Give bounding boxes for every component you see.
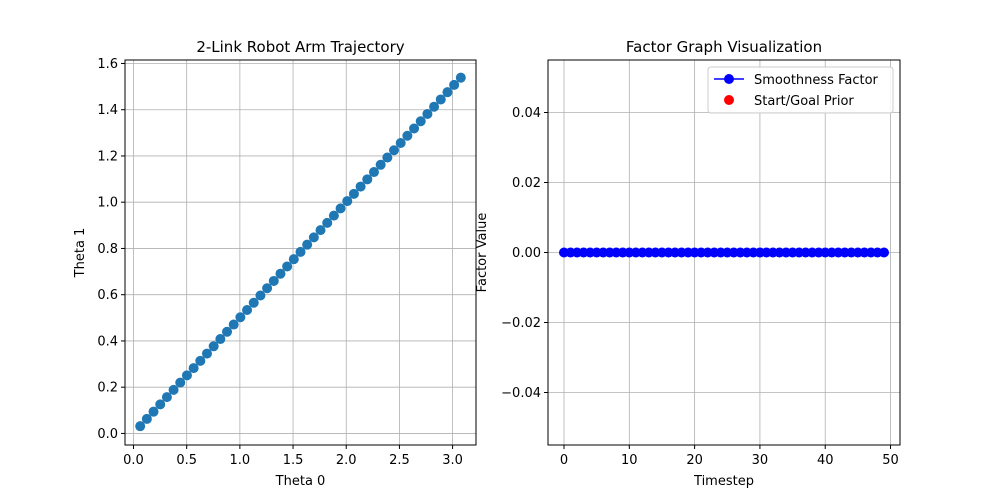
trajectory-point: [228, 319, 239, 330]
trajectory-point: [255, 290, 266, 301]
factor-graph-y-tick-label: 0.00: [512, 246, 541, 261]
trajectory-point: [188, 363, 199, 374]
trajectory-point: [201, 348, 212, 359]
trajectory-point: [235, 312, 246, 323]
factor-graph-series: [559, 247, 889, 258]
trajectory-point: [208, 341, 219, 352]
legend: Smoothness Factor Start/Goal Prior: [707, 66, 894, 114]
trajectory-ticks: 0.0 0.5 1.0 1.5 2.0 2.5 3.0 0.0 0.2 0.4 0.6 0.8 1.0 1…: [97, 57, 463, 468]
trajectory-point: [389, 145, 400, 156]
trajectory-point: [222, 326, 233, 337]
smoothness-factor-point: [879, 247, 889, 258]
trajectory-y-tick-label: 1.6: [97, 57, 118, 72]
trajectory-point: [175, 377, 186, 388]
trajectory-point: [248, 297, 259, 308]
trajectory-point: [429, 101, 440, 112]
trajectory-x-tick-label: 2.0: [336, 453, 357, 468]
trajectory-y-tick-label: 0.4: [97, 334, 118, 349]
trajectory-y-tick-label: 0.6: [97, 288, 118, 303]
trajectory-x-tick-label: 0.5: [176, 453, 197, 468]
legend-box: [707, 66, 894, 114]
trajectory-plot-title: 2-Link Robot Arm Trajectory: [196, 38, 404, 56]
trajectory-point: [362, 174, 373, 185]
factor-graph-ticks: 0 10 20 30 40 50 −0.04 −0.02 0.00 0.02 0.04: [501, 106, 899, 468]
trajectory-point: [268, 275, 279, 286]
trajectory-point: [409, 123, 420, 134]
trajectory-y-tick-label: 1.2: [97, 149, 118, 164]
factor-graph-x-label: Timestep: [693, 474, 754, 489]
trajectory-point: [262, 283, 273, 294]
trajectory-point: [282, 261, 293, 272]
trajectory-x-label: Theta 0: [275, 474, 326, 489]
legend-smoothness-label: Smoothness Factor: [754, 73, 879, 88]
trajectory-point: [135, 421, 146, 432]
trajectory-point: [395, 138, 406, 149]
trajectory-point: [195, 355, 206, 366]
trajectory-point: [308, 232, 319, 243]
legend-prior-label: Start/Goal Prior: [754, 94, 854, 109]
factor-graph-y-tick-label: 0.02: [512, 176, 541, 191]
trajectory-point: [168, 384, 179, 395]
trajectory-point: [375, 159, 386, 170]
trajectory-x-tick-label: 1.0: [230, 453, 251, 468]
trajectory-point: [288, 254, 299, 265]
trajectory-point: [275, 268, 286, 279]
factor-graph-plot: Factor Graph Visualization 0 10 20 30 40 50 −0…: [475, 38, 901, 489]
trajectory-point: [402, 130, 413, 141]
factor-graph-y-label: Factor Value: [475, 213, 490, 293]
trajectory-point: [355, 181, 366, 192]
trajectory-x-tick-label: 1.5: [283, 453, 304, 468]
trajectory-point: [368, 167, 379, 178]
factor-graph-y-tick-label: −0.02: [501, 316, 541, 331]
trajectory-x-tick-label: 0.0: [123, 453, 144, 468]
trajectory-point: [155, 399, 166, 410]
trajectory-y-tick-label: 0.8: [97, 242, 118, 257]
factor-graph-y-tick-label: −0.04: [501, 386, 541, 401]
factor-graph-y-tick-label: 0.04: [512, 106, 541, 121]
factor-graph-plot-title: Factor Graph Visualization: [626, 38, 822, 56]
trajectory-point: [382, 152, 393, 163]
trajectory-y-tick-label: 0.2: [97, 381, 118, 396]
trajectory-y-tick-label: 1.4: [97, 103, 118, 118]
factor-graph-x-tick-label: 30: [752, 453, 769, 468]
trajectory-point: [342, 196, 353, 207]
trajectory-point: [242, 305, 253, 316]
trajectory-y-label: Theta 1: [73, 228, 88, 279]
legend-prior-marker: [724, 95, 734, 105]
trajectory-point: [315, 225, 326, 236]
trajectory-axes-frame: [124, 59, 477, 446]
trajectory-point: [295, 246, 306, 257]
trajectory-point: [141, 413, 152, 424]
factor-graph-x-tick-label: 10: [621, 453, 638, 468]
trajectory-point: [215, 334, 226, 345]
trajectory-y-tick-label: 1.0: [97, 196, 118, 211]
factor-graph-x-tick-label: 20: [686, 453, 703, 468]
trajectory-point: [415, 116, 426, 127]
legend-smoothness-marker: [724, 74, 734, 84]
trajectory-point: [322, 217, 333, 228]
trajectory-point: [348, 188, 359, 199]
trajectory-point: [148, 406, 159, 417]
trajectory-y-tick-label: 0.0: [97, 427, 118, 442]
trajectory-point: [455, 72, 466, 83]
factor-graph-x-tick-label: 0: [560, 453, 568, 468]
trajectory-point: [449, 79, 460, 90]
trajectory-x-tick-label: 2.5: [389, 453, 410, 468]
trajectory-point: [442, 87, 453, 98]
trajectory-plot: 2-Link Robot Arm Trajectory 0.0 0.5 1.0 1.5…: [73, 38, 477, 489]
factor-graph-x-tick-label: 40: [817, 453, 834, 468]
trajectory-point: [435, 94, 446, 105]
trajectory-point: [181, 370, 192, 381]
trajectory-point: [422, 108, 433, 119]
trajectory-points: [135, 72, 466, 432]
factor-graph-x-tick-label: 50: [882, 453, 899, 468]
trajectory-x-tick-label: 3.0: [442, 453, 463, 468]
trajectory-grid: [125, 60, 476, 445]
trajectory-point: [328, 210, 339, 221]
trajectory-point: [335, 203, 346, 214]
trajectory-point: [302, 239, 313, 250]
trajectory-point: [161, 392, 172, 403]
